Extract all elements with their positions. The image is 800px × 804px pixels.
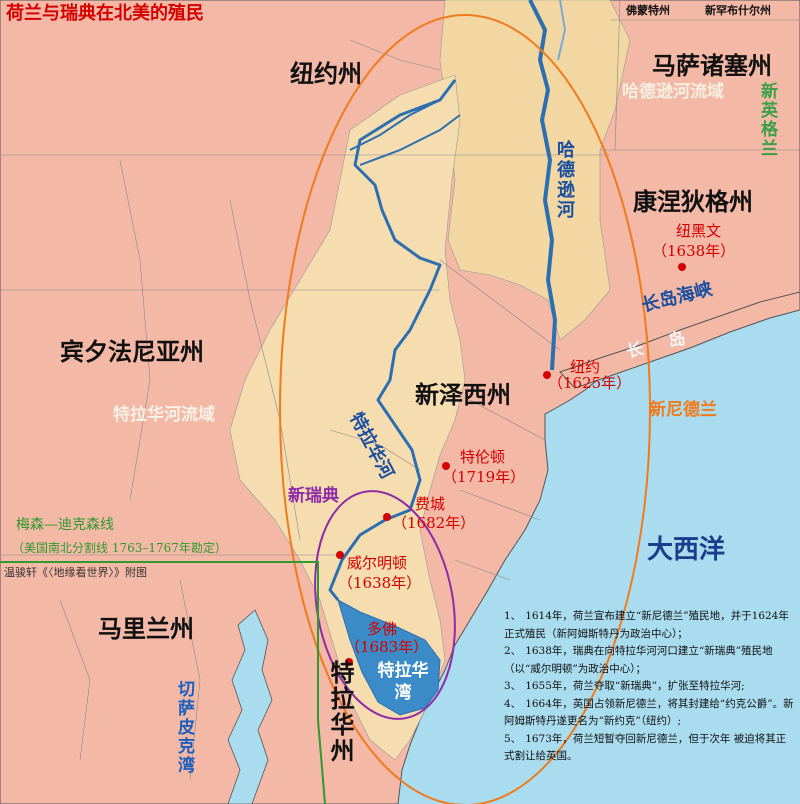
label-delaware-state: 特拉华州 [326,660,355,764]
label-pennsylvania: 宾夕法尼亚州 [60,337,204,366]
map-title: 荷兰与瑞典在北美的殖民 [6,3,204,24]
new-netherland-ellipse [279,14,651,804]
city-dot-trenton [442,462,450,470]
label-new-hampshire: 新罕布什尔州 [705,4,771,17]
city-dot-wilmington [336,551,344,559]
mason-dixon-line [0,561,326,804]
city-dot-philadelphia [383,513,391,521]
city-label-philadelphia: 费城 [415,495,446,513]
note-text: 1664年，英国占领新尼德兰，将其封建给“约克公爵”。新阿姆斯特丹遂更名为“新约… [504,697,794,728]
note-text: 1673年，荷兰短暂夺回新尼德兰，但于次年 被迫将其正式割让给英国。 [504,732,787,763]
note-number: 1、 [504,610,522,622]
city-year-trenton: （1719年） [442,468,526,486]
history-note: 1、 1614年，荷兰宣布建立“新尼德兰”殖民地，并于1624年正式殖民（新阿姆斯… [504,608,796,643]
label-maryland: 马里兰州 [98,614,194,643]
city-label-dover: 多佛 [367,620,398,638]
history-note: 5、 1673年，荷兰短暂夺回新尼德兰，但于次年 被迫将其正式割让给英国。 [504,731,796,766]
map-credit: 温骏轩《〈地缘看世界〉》附图 [4,566,147,579]
label-delaware-bay: 特拉华湾 [377,661,429,703]
history-note: 3、 1655年，荷兰夺取“新瑞典”，扩张至特拉华河; [504,678,796,696]
label-delaware-basin: 特拉华河流域 [113,405,215,425]
history-note: 2、 1638年，瑞典在向特拉华河河口建立“新瑞典”殖民地（以“威尔明顿”为政治中… [504,643,796,678]
label-mason-dixon-note: （美国南北分割线 1763–1767年勘定） [12,541,227,555]
note-number: 4、 [504,697,522,710]
label-new-sweden: 新瑞典 [288,486,339,506]
city-label-new-haven: 纽黑文 [676,224,721,239]
delaware-bay [337,598,441,716]
city-markers [336,263,686,666]
city-dot-new-haven [678,263,686,271]
city-year-new-haven: （1638年） [652,242,736,260]
label-hudson-basin: 哈德逊河流域 [622,82,724,102]
city-year-new-york: （1625年） [548,374,632,392]
label-new-netherland: 新尼德兰 [649,400,717,420]
label-chesapeake-bay: 切萨皮克湾 [174,680,194,775]
note-number: 3、 [504,680,522,692]
long-island [559,291,800,389]
chesapeake-bay [227,609,273,804]
label-new-york-state: 纽约州 [290,59,362,88]
label-connecticut: 康涅狄格州 [633,187,753,216]
city-label-wilmington: 威尔明顿 [347,554,408,572]
history-notes: 1、 1614年，荷兰宣布建立“新尼德兰”殖民地，并于1624年正式殖民（新阿姆斯… [504,608,796,766]
delaware-river [328,79,457,601]
city-label-new-york: 纽约 [570,358,601,376]
note-number: 5、 [504,732,522,745]
label-new-england: 新英格兰 [757,82,777,158]
label-vermont: 佛蒙特州 [626,4,670,17]
city-name: 纽黑文 [676,222,722,240]
delaware-river-tributary [349,99,461,166]
hudson-river-branch [557,0,567,61]
county-borders [0,0,800,781]
city-year-dover: （1683年） [345,638,429,656]
city-dot-new-york [543,371,551,379]
city-year-philadelphia: （1682年） [392,514,476,532]
note-text: 1638年，瑞典在向特拉华河河口建立“新瑞典”殖民地（以“威尔明顿”为政治中心）… [504,645,773,675]
label-atlantic: 大西洋 [647,535,726,565]
label-mason-dixon-line: 梅森—迪克森线 [16,517,114,533]
note-number: 2、 [504,645,522,657]
label-hudson-river: 哈德逊河 [554,140,575,220]
city-dot-dover [345,658,353,666]
history-note: 4、 1664年，英国占领新尼德兰，将其封建给“约克公爵”。新阿姆斯特丹遂更名为“… [504,696,796,731]
note-text: 1655年，荷兰夺取“新瑞典”，扩张至特拉华河; [525,680,745,692]
label-massachusetts: 马萨诸塞州 [652,51,772,80]
note-text: 1614年，荷兰宣布建立“新尼德兰”殖民地，并于1624年正式殖民（新阿姆斯特丹… [504,610,789,640]
label-new-jersey: 新泽西州 [415,380,511,409]
city-year-wilmington: （1638年） [338,574,422,592]
city-label-trenton: 特伦顿 [460,448,506,466]
